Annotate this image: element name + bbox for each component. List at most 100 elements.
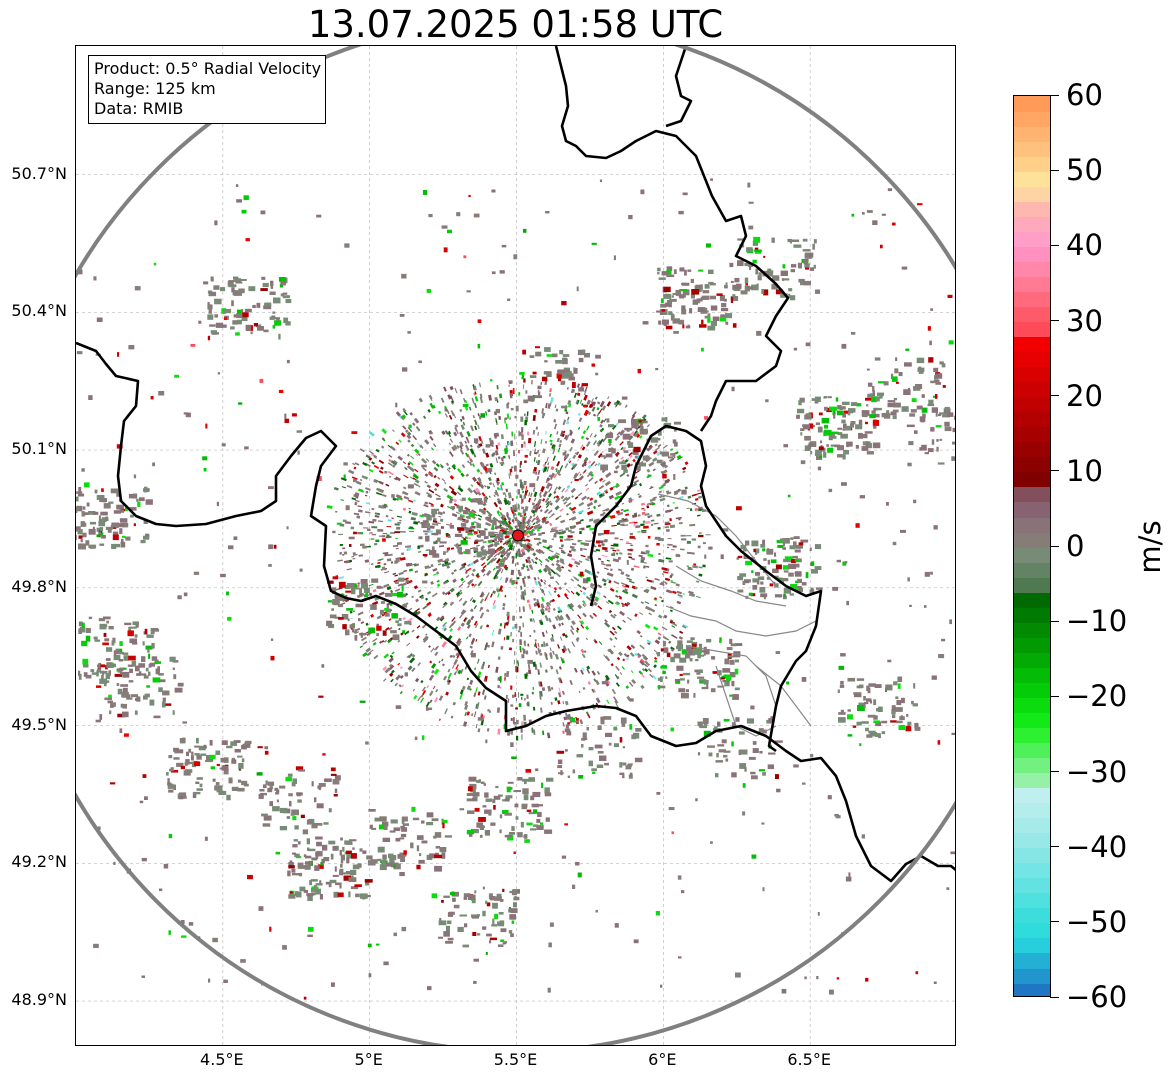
- echo-gate: [662, 444, 668, 449]
- echo-gate: [678, 956, 682, 959]
- echo-gate: [507, 298, 511, 301]
- echo-gate: [600, 464, 608, 471]
- echo-gate: [610, 547, 615, 550]
- echo-gate: [572, 769, 576, 774]
- echo-gate: [194, 745, 200, 748]
- echo-gate: [613, 743, 619, 748]
- echo-gate: [896, 699, 902, 706]
- echo-gate: [533, 491, 538, 498]
- echo-gate: [474, 396, 479, 402]
- echo-gate: [559, 636, 563, 641]
- echo-gate: [565, 724, 569, 729]
- echo-gate: [679, 294, 685, 299]
- echo-gate: [303, 996, 307, 1000]
- echo-gate: [404, 466, 408, 470]
- echo-gate: [752, 741, 757, 745]
- echo-gate: [143, 695, 148, 700]
- colorbar-band: [1014, 547, 1050, 563]
- echo-gate: [382, 538, 386, 542]
- echo-gate: [457, 527, 464, 531]
- echo-gate: [767, 559, 770, 565]
- echo-gate: [519, 514, 523, 518]
- echo-gate: [233, 276, 239, 279]
- echo-gate: [273, 544, 277, 549]
- echo-gate: [684, 461, 689, 466]
- echo-gate: [365, 491, 369, 494]
- echo-gate: [529, 483, 536, 488]
- echo-gate: [625, 656, 630, 661]
- echo-gate: [921, 394, 925, 398]
- radar-map-canvas[interactable]: [76, 46, 956, 1046]
- echo-gate: [452, 701, 456, 706]
- echo-gate: [287, 773, 293, 777]
- echo-gate: [288, 894, 296, 899]
- echo-gate: [291, 809, 299, 816]
- echo-gate: [782, 264, 786, 269]
- echo-gate: [487, 468, 493, 472]
- echo-gate: [365, 592, 368, 598]
- echo-gate: [438, 695, 444, 701]
- echo-gate: [875, 407, 882, 411]
- echo-gate: [545, 630, 548, 634]
- echo-gate: [892, 415, 897, 420]
- echo-gate: [657, 272, 660, 275]
- echo-gate: [935, 373, 943, 379]
- echo-gate: [119, 528, 123, 535]
- echo-gate: [928, 399, 934, 405]
- echo-gate: [738, 749, 742, 756]
- echo-gate: [838, 665, 844, 670]
- echo-gate: [459, 418, 463, 422]
- echo-gate: [81, 512, 87, 516]
- echo-gate: [96, 534, 101, 538]
- echo-gate: [228, 284, 237, 288]
- echo-gate: [710, 283, 716, 286]
- echo-gate: [730, 296, 739, 301]
- echo-gate: [469, 448, 475, 455]
- echo-gate: [802, 249, 811, 252]
- echo-gate: [643, 562, 647, 564]
- echo-gate: [427, 409, 431, 413]
- echo-gate: [462, 404, 469, 407]
- echo-gate: [493, 538, 497, 542]
- echo-gate: [115, 648, 120, 654]
- echo-gate: [372, 637, 378, 643]
- echo-gate: [470, 615, 475, 621]
- echo-gate: [629, 536, 635, 539]
- echo-gate: [673, 474, 676, 480]
- echo-gate: [348, 536, 355, 540]
- echo-gate: [562, 645, 568, 652]
- echo-gate: [292, 816, 297, 821]
- echo-gate: [501, 556, 507, 564]
- echo-gate: [145, 645, 153, 650]
- echo-gate: [547, 509, 553, 515]
- echo-gate: [647, 515, 651, 519]
- echo-gate: [562, 433, 565, 438]
- echo-gate: [425, 701, 430, 708]
- radar-map[interactable]: Product: 0.5° Radial Velocity Range: 125…: [75, 45, 956, 1046]
- echo-gate: [558, 586, 563, 591]
- echo-gate: [459, 389, 463, 395]
- echo-gate: [177, 595, 182, 600]
- echo-gate: [892, 714, 896, 719]
- echo-gate: [256, 302, 261, 308]
- echo-gate: [672, 439, 677, 444]
- echo-gate: [523, 378, 526, 383]
- echo-gate: [581, 527, 585, 531]
- echo-gate: [911, 700, 914, 705]
- echo-gate: [492, 482, 496, 488]
- echo-gate: [461, 497, 466, 501]
- echo-gate: [690, 637, 695, 641]
- echo-gate: [564, 539, 567, 541]
- echo-gate: [124, 622, 132, 626]
- echo-gate: [580, 519, 584, 522]
- echo-gate: [466, 829, 474, 835]
- echo-gate: [174, 687, 183, 693]
- echo-gate: [946, 412, 954, 417]
- echo-gate: [506, 531, 513, 535]
- echo-gate: [480, 413, 485, 418]
- echo-gate: [493, 574, 498, 580]
- echo-gate: [619, 610, 626, 617]
- echo-gate: [610, 613, 616, 619]
- echo-gate: [808, 423, 814, 429]
- echo-gate: [482, 564, 487, 569]
